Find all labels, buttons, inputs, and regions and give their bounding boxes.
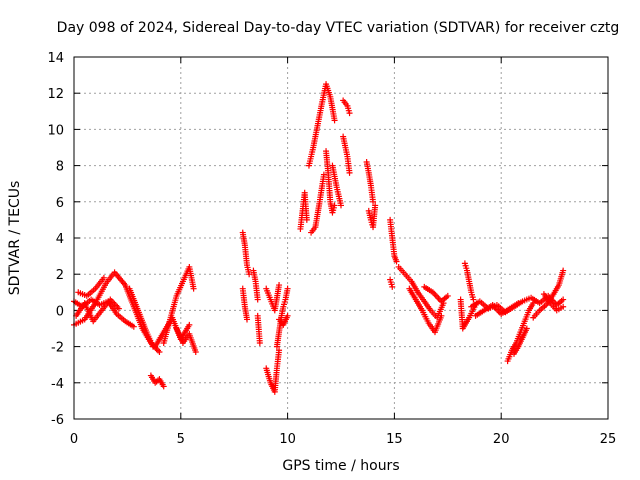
y-tick-label: 12 [47, 87, 64, 102]
data-point [372, 202, 379, 209]
data-point [389, 283, 396, 290]
data-point [244, 316, 251, 323]
data-point [100, 274, 107, 281]
data-point [331, 202, 338, 209]
data-point [370, 198, 377, 205]
y-tick-label: 14 [47, 51, 64, 66]
data-point [254, 296, 261, 303]
chart-title: Day 098 of 2024, Sidereal Day-to-day VTE… [57, 20, 620, 36]
y-tick-label: 8 [56, 160, 64, 175]
y-tick-label: 6 [56, 196, 64, 211]
axis-ticks: 0 5 10 15 20 25 -6 -4 -2 0 2 4 6 8 10 12 14 [47, 51, 616, 447]
y-tick-label: -2 [51, 341, 64, 356]
data-point [256, 339, 263, 346]
data-point [560, 267, 567, 274]
data-point [346, 110, 353, 117]
data-point [246, 271, 253, 278]
data-point [156, 349, 163, 356]
data-point [284, 312, 291, 319]
data-point [444, 292, 451, 299]
data-point [515, 300, 522, 307]
data-point [190, 285, 197, 292]
x-tick-label: 25 [600, 432, 617, 447]
data-point [560, 296, 567, 303]
data-point [331, 117, 338, 124]
x-tick-label: 10 [279, 432, 296, 447]
data-point [186, 321, 193, 328]
data-point [276, 282, 283, 289]
x-tick-label: 0 [70, 432, 78, 447]
data-point [338, 202, 344, 209]
y-tick-label: -4 [51, 377, 64, 392]
x-tick-label: 20 [493, 432, 510, 447]
data-point [192, 349, 199, 356]
grid-lines [74, 57, 608, 419]
data-point [560, 303, 567, 310]
data-point [530, 300, 537, 307]
x-axis-label: GPS time / hours [282, 458, 399, 474]
data-point [438, 312, 445, 319]
data-point [160, 383, 167, 390]
data-point [115, 305, 122, 312]
y-axis-label: SDTVAR / TECUs [7, 181, 23, 296]
y-tick-label: 0 [56, 304, 64, 319]
data-points [71, 81, 567, 395]
data-point [470, 296, 477, 303]
x-tick-label: 5 [177, 432, 185, 447]
x-tick-label: 15 [386, 432, 403, 447]
y-tick-label: -6 [51, 413, 64, 428]
y-tick-label: 4 [56, 232, 64, 247]
data-point [303, 216, 310, 223]
plot-frame [73, 56, 609, 420]
data-point [523, 325, 530, 332]
data-point [284, 285, 291, 292]
y-tick-label: 10 [47, 123, 64, 138]
data-point [393, 258, 400, 265]
data-point [346, 169, 353, 176]
y-tick-label: 2 [56, 268, 64, 283]
data-point [130, 323, 137, 330]
data-point [276, 347, 283, 354]
